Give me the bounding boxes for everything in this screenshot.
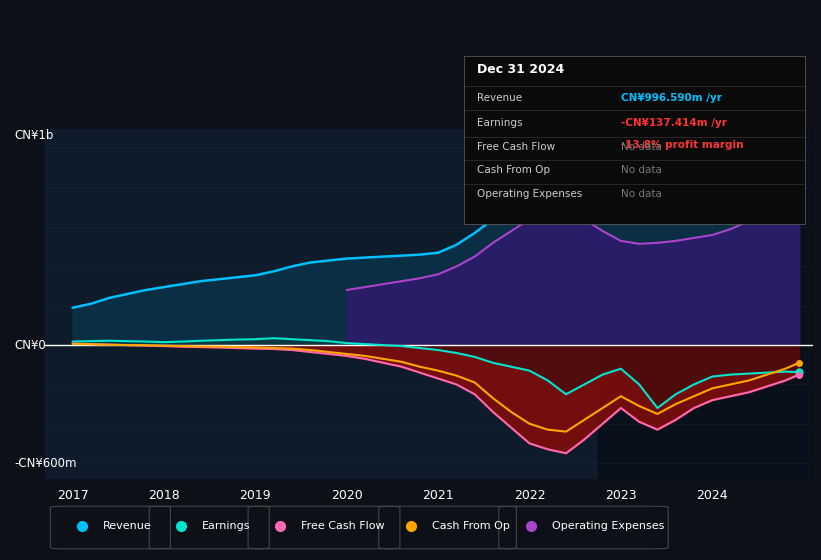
Text: Dec 31 2024: Dec 31 2024: [478, 63, 565, 76]
Text: -13.8% profit margin: -13.8% profit margin: [621, 140, 743, 150]
Text: Revenue: Revenue: [478, 93, 523, 103]
Text: Cash From Op: Cash From Op: [478, 165, 551, 175]
Text: CN¥996.590m /yr: CN¥996.590m /yr: [621, 93, 722, 103]
Text: CN¥0: CN¥0: [15, 339, 46, 352]
Bar: [598, 129, 813, 479]
Text: Free Cash Flow: Free Cash Flow: [301, 521, 385, 531]
Text: Free Cash Flow: Free Cash Flow: [478, 142, 556, 152]
Text: Earnings: Earnings: [478, 118, 523, 128]
Text: No data: No data: [621, 165, 662, 175]
Text: -CN¥600m: -CN¥600m: [15, 456, 77, 470]
Text: Operating Expenses: Operating Expenses: [478, 189, 583, 199]
Text: Earnings: Earnings: [202, 521, 250, 531]
Text: No data: No data: [621, 142, 662, 152]
Text: Revenue: Revenue: [103, 521, 152, 531]
Text: Cash From Op: Cash From Op: [432, 521, 510, 531]
Text: No data: No data: [621, 189, 662, 199]
Text: CN¥1b: CN¥1b: [15, 129, 54, 142]
Text: -CN¥137.414m /yr: -CN¥137.414m /yr: [621, 118, 727, 128]
Text: Operating Expenses: Operating Expenses: [552, 521, 664, 531]
